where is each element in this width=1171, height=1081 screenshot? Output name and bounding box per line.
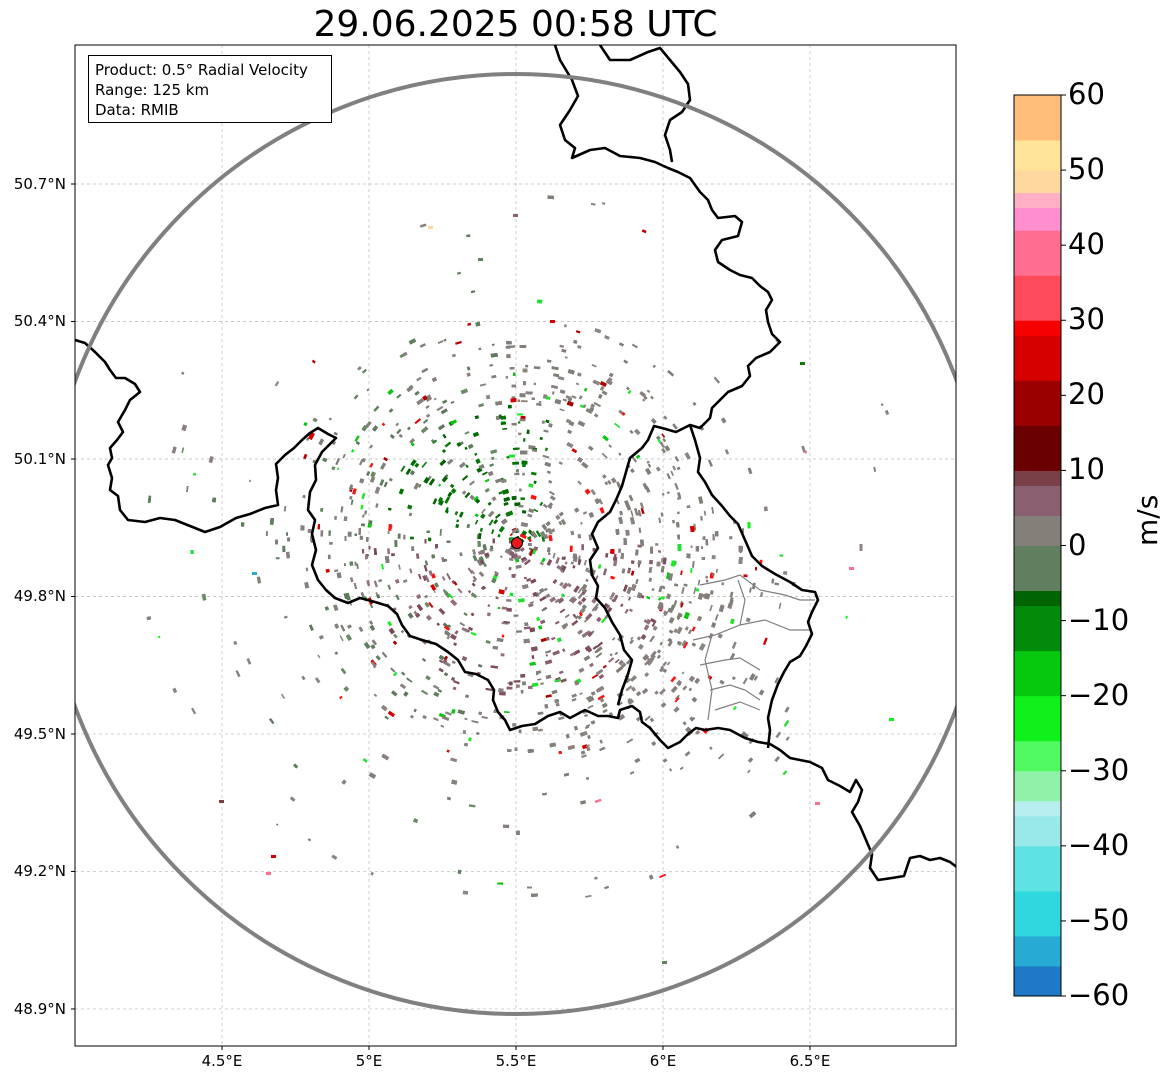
colorbar-tick-label: −10 — [1068, 602, 1130, 637]
colorbar-tick-label: −60 — [1068, 978, 1130, 1012]
colorbar-tick-label: 60 — [1068, 77, 1105, 111]
colorbar-tick-label: −20 — [1068, 677, 1130, 712]
colorbar-tick-label: 10 — [1068, 452, 1105, 487]
colorbar-band — [1014, 470, 1061, 486]
belgium-luxembourg-germany-border — [553, 45, 782, 706]
info-range: Range: 125 km — [95, 81, 210, 99]
colorbar-band — [1014, 320, 1061, 336]
colorbar-band — [1014, 170, 1061, 194]
colorbar-band — [1014, 590, 1061, 607]
colorbar-band — [1014, 740, 1061, 772]
colorbar-band — [1014, 275, 1061, 321]
colorbar-tick-label: 0 — [1068, 527, 1087, 562]
colorbar-band — [1014, 335, 1061, 381]
lat-tick-label: 48.9°N — [13, 999, 66, 1018]
netherlands-belgium-border — [598, 45, 692, 163]
colorbar-band — [1014, 890, 1061, 937]
lon-tick-label: 5°E — [355, 1052, 383, 1070]
colorbar-band — [1014, 845, 1061, 892]
colorbar-band — [1014, 485, 1061, 516]
lon-tick-label: 6.5°E — [789, 1052, 831, 1070]
lon-tick-label: 6°E — [649, 1052, 677, 1070]
france-belgium-border — [75, 338, 956, 882]
colorbar-band — [1014, 545, 1061, 592]
info-data-source: Data: RMIB — [95, 101, 179, 119]
colorbar-band — [1014, 650, 1061, 697]
germany-luxembourg-border — [688, 424, 820, 749]
colorbar-band — [1014, 95, 1061, 141]
lat-tick-label: 50.1°N — [13, 449, 66, 468]
colorbar-tick-label: 50 — [1068, 152, 1105, 187]
range-ring — [75, 72, 956, 1016]
colorbar-tick-label: 20 — [1068, 377, 1105, 412]
colorbar-band — [1014, 380, 1061, 426]
velocity-echoes — [146, 195, 894, 964]
colorbar-tick-label: 30 — [1068, 302, 1105, 337]
colorbar-band — [1014, 695, 1061, 742]
colorbar-band — [1014, 800, 1061, 817]
info-box: Product: 0.5° Radial Velocity Range: 125… — [88, 55, 332, 123]
lat-tick-label: 50.7°N — [13, 175, 66, 193]
gridlines — [75, 45, 956, 1046]
info-product: Product: 0.5° Radial Velocity — [95, 61, 308, 79]
colorbar-band — [1014, 605, 1061, 652]
colorbar-band — [1014, 140, 1061, 171]
colorbar-tick-label: −40 — [1068, 827, 1130, 862]
radar-site-marker — [511, 537, 523, 549]
country-borders — [75, 45, 956, 882]
colorbar-band — [1014, 192, 1061, 209]
colorbar-band — [1014, 815, 1061, 847]
colorbar-band — [1014, 425, 1061, 471]
colorbar-tick-label: −50 — [1068, 902, 1130, 937]
lon-tick-label: 5.5°E — [495, 1052, 537, 1070]
regional-borders — [692, 574, 815, 721]
lon-tick-label: 4.5°E — [201, 1052, 243, 1070]
colorbar-unit: m/s — [1131, 494, 1164, 546]
colorbar-tick-label: 40 — [1068, 227, 1105, 262]
colorbar-band — [1014, 770, 1061, 802]
lat-tick-label: 49.2°N — [13, 862, 66, 881]
map-title: 29.06.2025 00:58 UTC — [313, 4, 718, 45]
colorbar-band — [1014, 230, 1061, 276]
colorbar-band — [1014, 515, 1061, 546]
lat-tick-label: 49.5°N — [13, 724, 66, 743]
colorbar-band — [1014, 207, 1061, 231]
lat-tick-label: 49.8°N — [13, 587, 66, 606]
colorbar-band — [1014, 965, 1061, 997]
lat-tick-label: 50.4°N — [13, 312, 66, 331]
colorbar-band — [1014, 935, 1061, 967]
colorbar-tick-label: −30 — [1068, 752, 1130, 787]
